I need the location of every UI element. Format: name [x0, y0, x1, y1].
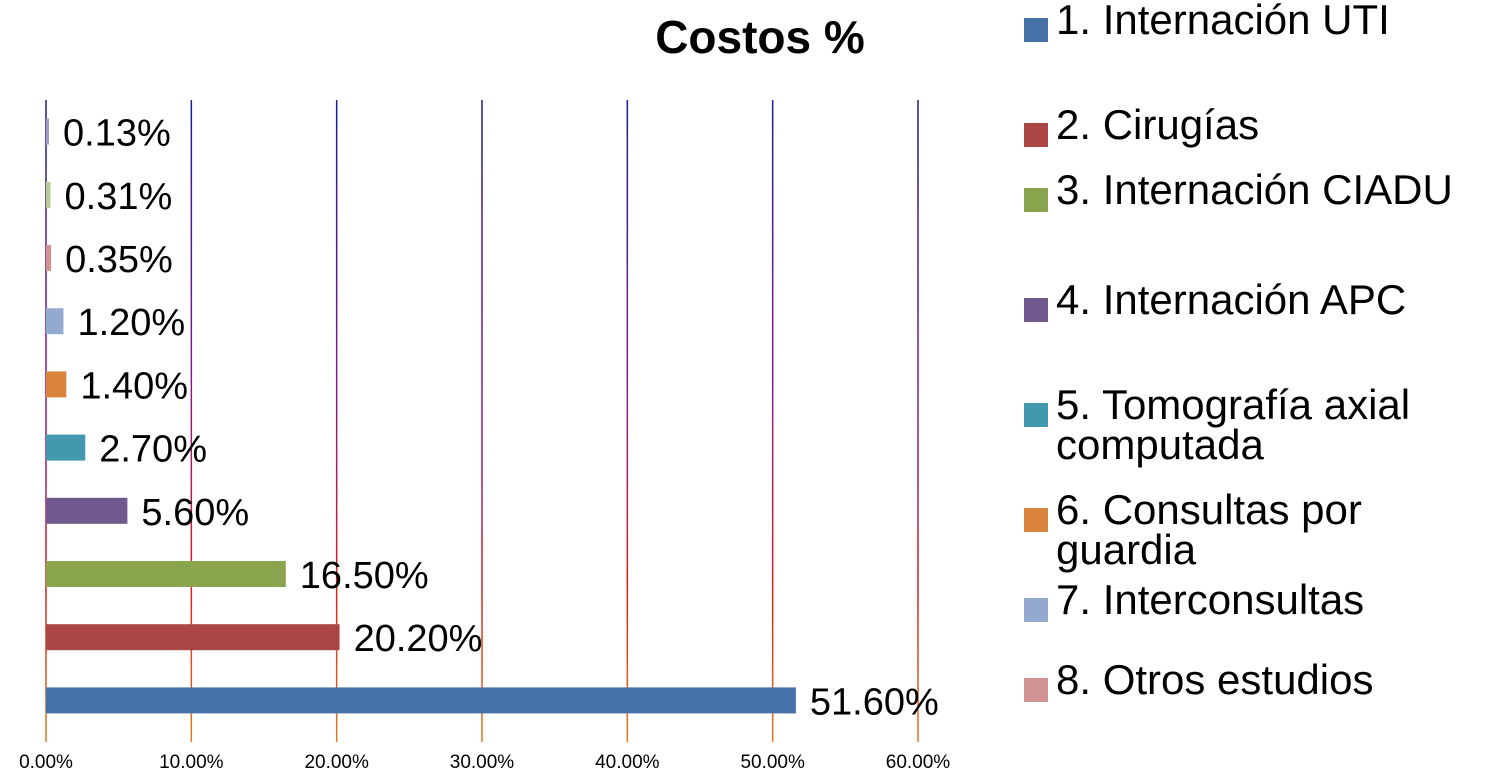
bar-data-label: 51.60%: [810, 681, 939, 723]
legend-label: 3. Internación CIADU: [1056, 166, 1453, 213]
bar-data-label: 16.50%: [300, 555, 429, 597]
legend-swatch: [1024, 678, 1048, 702]
legend-swatch: [1024, 598, 1048, 622]
x-tick-label: 20.00%: [304, 752, 369, 773]
legend-label: 6. Consultas por guardia: [1056, 486, 1362, 573]
gridline: [626, 100, 629, 742]
x-tick-label: 30.00%: [450, 752, 515, 773]
x-tick-label: 0.00%: [19, 752, 73, 773]
gridline: [45, 100, 47, 742]
gridline: [771, 100, 774, 742]
bar: [46, 497, 128, 524]
legend-label: 1. Internación UTI: [1056, 0, 1390, 43]
bar-data-label: 5.60%: [141, 492, 249, 534]
bar: [46, 561, 286, 587]
legend-label: 4. Internación APC: [1056, 276, 1407, 323]
bar-data-label: 0.31%: [65, 176, 173, 218]
legend-label: 7. Interconsultas: [1056, 576, 1365, 623]
bar: [46, 181, 51, 208]
bar-data-label: 0.13%: [63, 113, 171, 155]
legend-label: 2. Cirugías: [1056, 101, 1260, 148]
bar: [46, 434, 86, 461]
legend-swatch: [1024, 298, 1048, 322]
bar-data-label: 1.20%: [77, 302, 185, 344]
legend-swatch: [1024, 18, 1048, 42]
bar-data-label: 0.35%: [65, 239, 173, 281]
bar-data-label: 2.70%: [99, 429, 207, 471]
x-tick-label: 10.00%: [159, 752, 224, 773]
bar: [46, 687, 796, 714]
plot-area: 51.60% 20.20% 16.50% 5.60% 2.70% 1.40% 1.20% 0.…: [19, 100, 951, 773]
x-tick-label: 50.00%: [740, 752, 805, 773]
bar: [46, 118, 49, 145]
legend-swatch: [1024, 188, 1048, 212]
bar-data-label: 20.20%: [354, 618, 483, 660]
bar: [46, 371, 67, 398]
bar: [46, 624, 340, 651]
legend-swatch: [1024, 403, 1048, 427]
bar: [46, 308, 64, 335]
bar-data-label: 1.40%: [80, 365, 188, 407]
legend-swatch: [1024, 123, 1048, 147]
x-tick-label: 40.00%: [595, 752, 660, 773]
bar: [46, 245, 52, 271]
gridline: [481, 100, 483, 742]
gridline: [190, 100, 193, 742]
legend-label: 8. Otros estudios: [1056, 656, 1374, 703]
gridline: [917, 100, 919, 742]
chart-title: Costos %: [655, 11, 865, 63]
x-tick-label: 60.00%: [886, 752, 951, 773]
legend-swatch: [1024, 508, 1048, 532]
gridline: [335, 100, 338, 742]
legend-label: 5. Tomografía axial computada: [1056, 381, 1411, 468]
